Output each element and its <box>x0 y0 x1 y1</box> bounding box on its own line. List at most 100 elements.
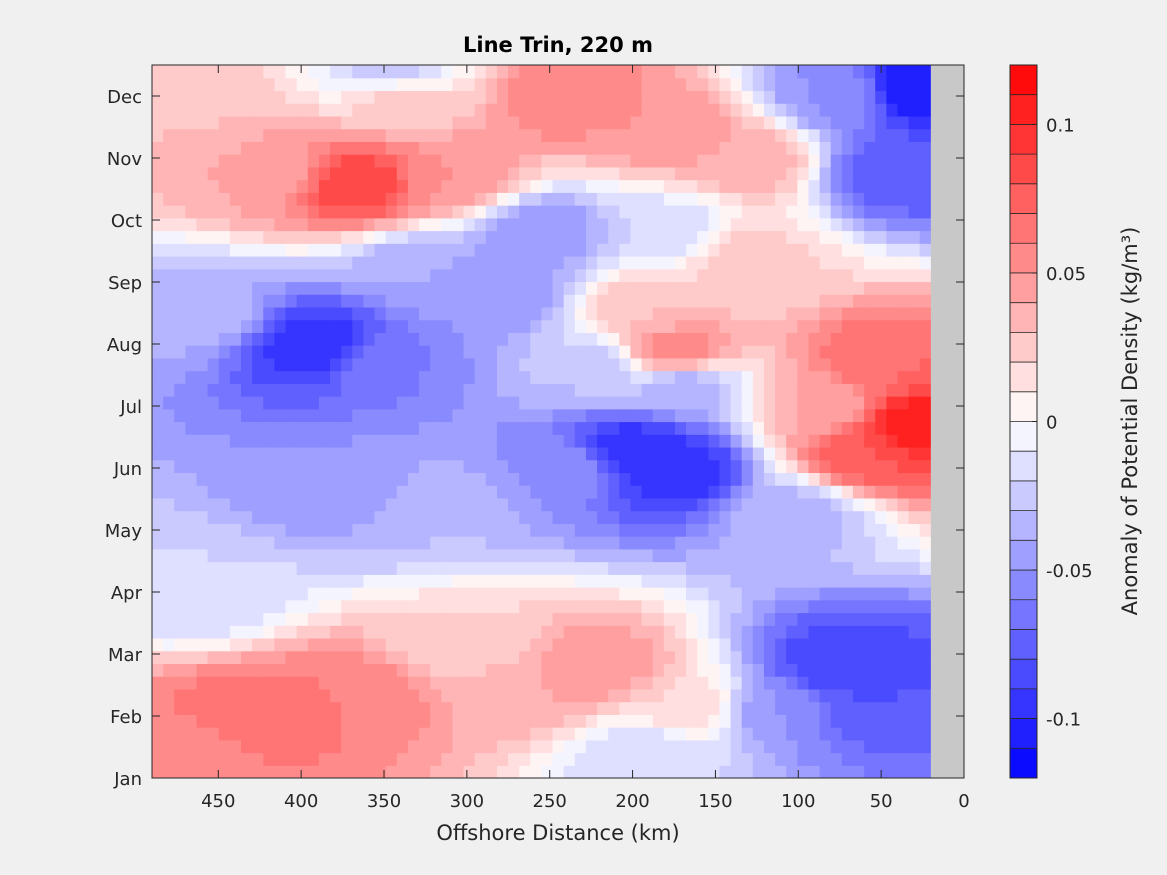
heatmap-cell <box>496 128 509 142</box>
heatmap-cell <box>452 599 465 614</box>
heatmap-cell <box>852 510 865 524</box>
heatmap-cell <box>252 485 264 499</box>
heatmap-cell <box>374 103 387 117</box>
heatmap-cell <box>441 217 454 232</box>
heatmap-cell <box>296 421 309 435</box>
heatmap-cell <box>786 599 798 614</box>
heatmap-cell <box>252 65 264 79</box>
heatmap-cell <box>374 650 387 665</box>
heatmap-cell <box>419 714 431 728</box>
heatmap-cell <box>741 446 754 461</box>
heatmap-cell <box>419 281 431 295</box>
heatmap-cell <box>730 676 743 690</box>
heatmap-cell <box>574 77 587 92</box>
heatmap-cell <box>797 370 810 384</box>
heatmap-cell <box>563 625 576 639</box>
heatmap-cell <box>229 459 242 474</box>
heatmap-cell <box>663 192 676 206</box>
heatmap-cell <box>864 497 876 512</box>
heatmap-cell <box>908 446 921 461</box>
heatmap-cell <box>841 676 854 690</box>
heatmap-cell <box>897 612 910 626</box>
heatmap-cell <box>452 676 465 690</box>
heatmap-cell <box>908 663 921 677</box>
heatmap-cell <box>719 536 732 550</box>
heatmap-cell <box>641 294 654 308</box>
heatmap-cell <box>908 497 921 512</box>
heatmap-cell <box>307 663 320 677</box>
heatmap-cell <box>841 166 854 181</box>
heatmap-cell <box>519 268 531 283</box>
heatmap-cell <box>485 255 498 270</box>
heatmap-cell <box>808 727 821 741</box>
heatmap-cell <box>274 625 287 639</box>
heatmap-cell <box>341 446 353 461</box>
heatmap-cell <box>463 306 476 321</box>
heatmap-cell <box>496 65 509 79</box>
heatmap-cell <box>864 459 876 474</box>
heatmap-cell <box>630 752 643 766</box>
heatmap-cell <box>296 370 309 384</box>
heatmap-cell <box>263 676 275 690</box>
heatmap-cell <box>419 421 431 435</box>
heatmap-cell <box>819 319 832 333</box>
heatmap-cell <box>530 115 543 130</box>
heatmap-cell <box>152 77 164 92</box>
heatmap-cell <box>263 268 275 283</box>
heatmap-cell <box>474 446 487 461</box>
heatmap-cell <box>152 472 164 486</box>
heatmap-cell <box>229 497 242 512</box>
heatmap-cell <box>897 485 910 499</box>
heatmap-cell <box>574 625 587 639</box>
heatmap-cell <box>318 739 331 754</box>
heatmap-cell <box>630 459 643 474</box>
heatmap-cell <box>363 536 376 550</box>
heatmap-cell <box>385 103 398 117</box>
heatmap-cell <box>174 701 186 715</box>
heatmap-cell <box>352 77 365 92</box>
heatmap-cell <box>897 217 910 232</box>
heatmap-cell <box>819 765 832 778</box>
heatmap-cell <box>252 421 264 435</box>
y-tick-label: Apr <box>111 583 143 604</box>
heatmap-cell <box>641 485 654 499</box>
heatmap-cell <box>697 612 709 626</box>
heatmap-cell <box>441 383 454 397</box>
heatmap-cell <box>775 294 787 308</box>
heatmap-cell <box>708 612 721 626</box>
heatmap-cell <box>875 714 887 728</box>
heatmap-cell <box>897 205 910 219</box>
heatmap-cell <box>686 587 698 601</box>
heatmap-cell <box>597 408 609 423</box>
heatmap-cell <box>474 243 487 257</box>
heatmap-cell <box>674 166 687 181</box>
heatmap-cell <box>263 701 275 715</box>
heatmap-cell <box>752 752 765 766</box>
heatmap-cell <box>474 688 487 703</box>
heatmap-cell <box>508 701 520 715</box>
heatmap-cell <box>485 688 498 703</box>
heatmap-cell <box>374 714 387 728</box>
heatmap-cell <box>530 421 543 435</box>
heatmap-cell <box>463 625 476 639</box>
heatmap-cell <box>452 548 465 563</box>
heatmap-cell <box>730 663 743 677</box>
heatmap-cell <box>508 217 520 232</box>
heatmap-cell <box>597 637 609 652</box>
heatmap-cell <box>686 306 698 321</box>
heatmap-cell <box>585 688 598 703</box>
heatmap-cell <box>775 192 787 206</box>
heatmap-cell <box>452 510 465 524</box>
colorbar-level <box>1010 510 1037 541</box>
heatmap-cell <box>908 357 921 372</box>
heatmap-cell <box>452 141 465 155</box>
heatmap-cell <box>530 650 543 665</box>
heatmap-cell <box>229 90 242 104</box>
heatmap-cell <box>174 688 186 703</box>
heatmap-cell <box>819 663 832 677</box>
heatmap-cell <box>196 65 209 79</box>
heatmap-cell <box>352 90 365 104</box>
heatmap-cell <box>508 459 520 474</box>
heatmap-cell <box>741 625 754 639</box>
heatmap-cell <box>775 510 787 524</box>
